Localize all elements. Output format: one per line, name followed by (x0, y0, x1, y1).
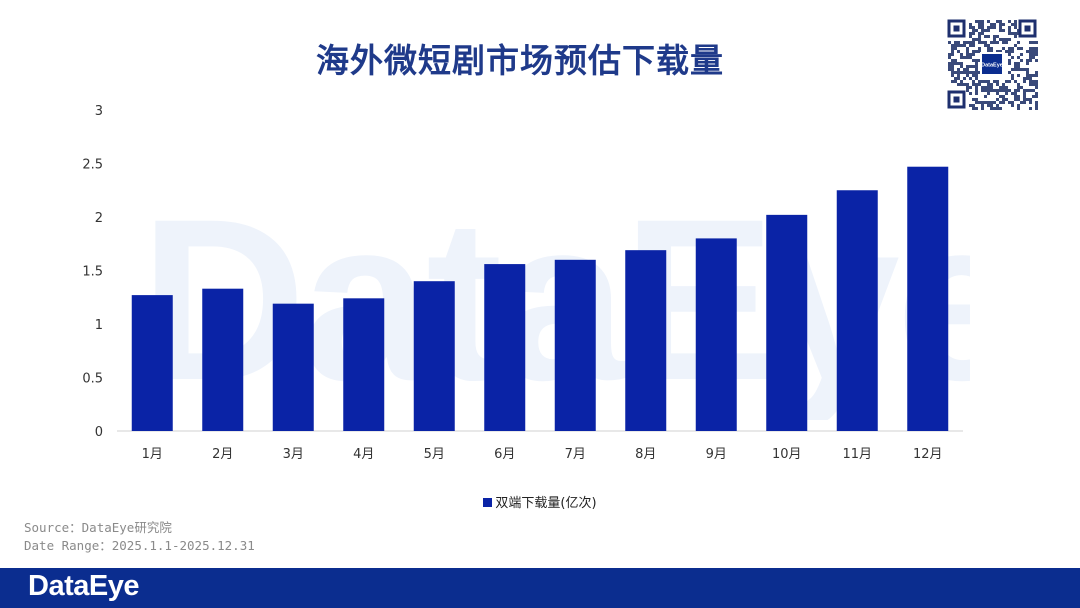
x-tick-label: 1月 (142, 447, 163, 462)
bar (343, 298, 385, 431)
legend-swatch (483, 498, 493, 507)
x-tick-label: 12月 (913, 447, 943, 462)
bar (625, 250, 667, 431)
bar (413, 281, 455, 431)
x-tick-label: 2月 (212, 447, 233, 462)
bar (554, 259, 596, 431)
x-tick-label: 3月 (283, 447, 304, 462)
x-tick-label: 9月 (706, 447, 727, 462)
bar (202, 288, 244, 431)
source-line: Source：DataEye研究院 (24, 520, 172, 535)
y-tick-label: 2 (95, 211, 103, 226)
bar (131, 295, 173, 431)
y-tick-label: 3 (95, 104, 103, 119)
bar (907, 166, 949, 431)
y-tick-label: 1 (95, 318, 103, 333)
source-note: Source：DataEye研究院 Date Range：2025.1.1-20… (24, 519, 255, 555)
qr-code-graphic: DataEye (946, 18, 1038, 110)
x-tick-label: 7月 (565, 447, 586, 462)
legend: 双端下载量(亿次) (0, 492, 1080, 511)
bar (695, 238, 737, 431)
x-tick-label: 8月 (635, 447, 656, 462)
y-tick-label: 0 (95, 425, 103, 440)
y-axis-ticks: 0 0.5 1 1.5 2 2.5 3 (82, 104, 103, 440)
footer-bar: DataEye (0, 568, 1080, 608)
x-tick-label: 5月 (424, 447, 445, 462)
qr-center-label: DataEye (981, 63, 1003, 69)
x-axis-ticks: 1月 2月 3月 4月 5月 6月 7月 8月 9月 10月 11月 12月 (142, 447, 943, 462)
bar-chart: 0 0.5 1 1.5 2 2.5 3 1月 2月 3月 4月 5月 6月 7月 8月 9月 10月 11月 12… (82, 104, 963, 462)
x-tick-label: 4月 (353, 447, 374, 462)
bar (272, 303, 314, 431)
qr-code: DataEye (946, 18, 1038, 110)
y-tick-label: 0.5 (82, 372, 103, 387)
bar-series (131, 166, 949, 431)
x-tick-label: 6月 (494, 447, 515, 462)
chart-title: 海外微短剧市场预估下载量 (316, 41, 724, 80)
legend-label: 双端下载量(亿次) (495, 496, 597, 511)
bar (836, 190, 878, 431)
y-tick-label: 2.5 (82, 158, 103, 173)
date-range-line: Date Range：2025.1.1-2025.12.31 (24, 538, 255, 553)
y-tick-label: 1.5 (82, 265, 103, 280)
footer-brand-logo: DataEye (28, 570, 139, 602)
x-tick-label: 11月 (842, 447, 872, 462)
bar (766, 214, 808, 431)
x-tick-label: 10月 (772, 447, 802, 462)
bar (484, 264, 526, 431)
